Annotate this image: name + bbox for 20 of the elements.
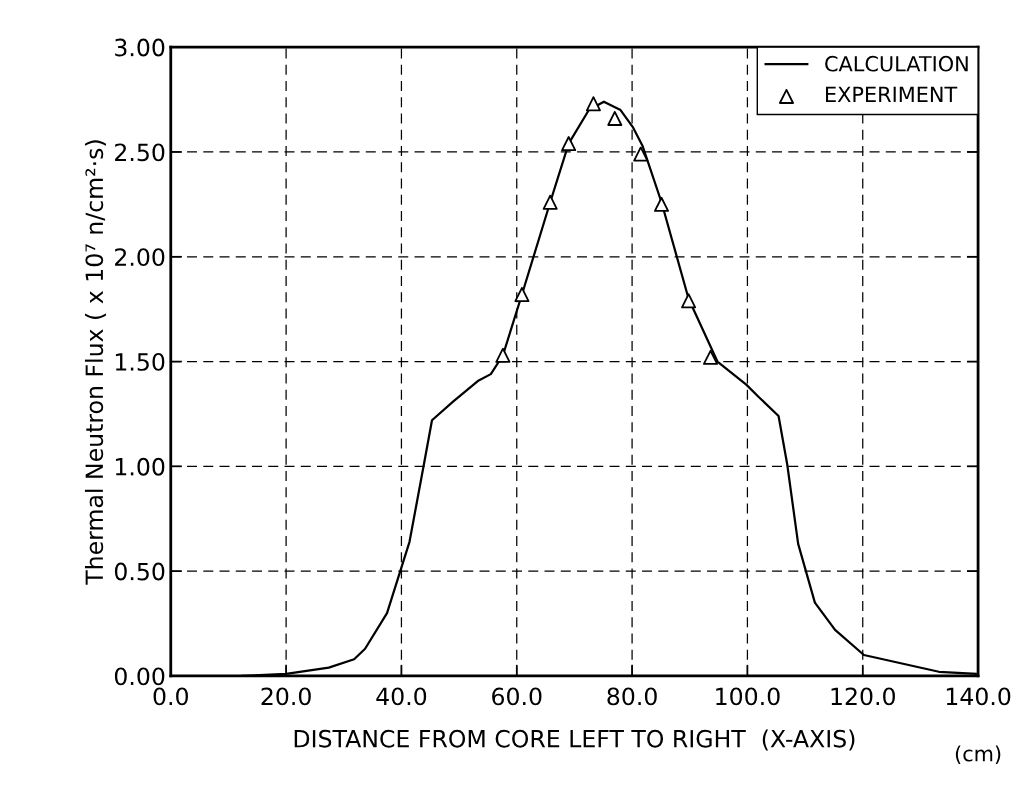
- text: (cm): [955, 745, 1001, 764]
- x-tick-label: 120.0: [831, 687, 895, 706]
- y-tick-label: 2.50: [115, 143, 165, 162]
- x-tick-label: 40.0: [376, 687, 427, 706]
- x-tick-label: 20.0: [261, 687, 311, 706]
- x-tick-label: 80.0: [607, 687, 657, 706]
- y-tick-label: 1.50: [115, 353, 165, 371]
- y-tick-label: 0.00: [114, 667, 165, 686]
- y-axis-title: Thermal Neutron Flux ( x 10⁷ n/cm²·s): [84, 140, 106, 585]
- x-tick-label: 0.0: [153, 687, 188, 706]
- y-tick-label: 0.50: [114, 562, 165, 581]
- x-tick-label: 100.0: [716, 687, 780, 706]
- y-tick-label: 2.00: [115, 248, 165, 267]
- x-tick-label: 140.0: [946, 687, 1011, 706]
- legend-label: CALCULATION: [825, 55, 968, 72]
- y-tick-label: 3.00: [115, 38, 165, 57]
- x-tick-label: 60.0: [492, 687, 542, 706]
- legend-label: EXPERIMENT: [826, 86, 958, 102]
- x-axis-title: DISTANCE FROM CORE LEFT TO RIGHT (X-AXIS): [294, 729, 855, 751]
- y-tick-label: 1.00: [115, 457, 165, 476]
